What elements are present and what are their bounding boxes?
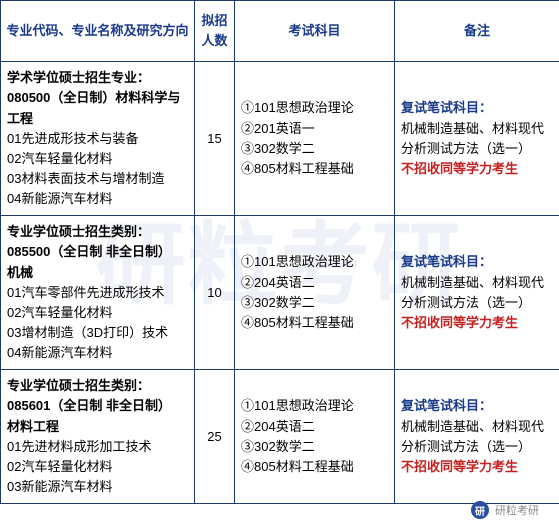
cell-major: 专业学位硕士招生类别：085601（全日制 非全日制）材料工程01先进材料成形加… [1, 370, 195, 504]
cell-note: 复试笔试科目：机械制造基础、材料现代分析测试方法（选一）不招收同等学力考生 [395, 62, 559, 216]
note-title: 复试笔试科目： [401, 396, 553, 416]
exam-item: ④805材料工程基础 [241, 159, 388, 179]
col-header-num: 拟招人数 [195, 1, 235, 62]
exam-item: ①101思想政治理论 [241, 252, 388, 272]
cell-num: 25 [195, 370, 235, 504]
table-row: 专业学位硕士招生类别：085500（全日制 非全日制）机械01汽车零部件先进成形… [1, 216, 559, 370]
major-sub: 02汽车轻量化材料 [7, 149, 188, 169]
major-code: 机械 [7, 263, 188, 283]
note-title: 复试笔试科目： [401, 252, 553, 272]
cell-major: 学术学位硕士招生专业：080500（全日制）材料科学与工程01先进成形技术与装备… [1, 62, 195, 216]
note-title: 复试笔试科目： [401, 98, 553, 118]
cell-note: 复试笔试科目：机械制造基础、材料现代分析测试方法（选一）不招收同等学力考生 [395, 370, 559, 504]
exam-item: ④805材料工程基础 [241, 457, 388, 477]
exam-item: ③302数学二 [241, 437, 388, 457]
cell-num: 15 [195, 62, 235, 216]
table-row: 专业学位硕士招生类别：085601（全日制 非全日制）材料工程01先进材料成形加… [1, 370, 559, 504]
col-header-note: 备注 [395, 1, 559, 62]
major-sub: 04新能源汽车材料 [7, 343, 188, 363]
note-body: 机械制造基础、材料现代分析测试方法（选一） [401, 417, 553, 457]
major-sub: 03材料表面技术与增材制造 [7, 169, 188, 189]
footer-text: 研粒考研 [495, 502, 539, 518]
major-sub: 01先进材料成形加工技术 [7, 437, 188, 457]
col-header-major: 专业代码、专业名称及研究方向 [1, 1, 195, 62]
major-code: 材料工程 [7, 417, 188, 437]
footer: 研 研粒考研 [471, 501, 539, 519]
exam-item: ②204英语二 [241, 273, 388, 293]
note-restriction: 不招收同等学力考生 [401, 457, 553, 477]
major-sub: 04新能源汽车材料 [7, 189, 188, 209]
cell-exam: ①101思想政治理论②204英语二③302数学二④805材料工程基础 [235, 216, 395, 370]
cell-major: 专业学位硕士招生类别：085500（全日制 非全日制）机械01汽车零部件先进成形… [1, 216, 195, 370]
exam-item: ①101思想政治理论 [241, 396, 388, 416]
admissions-table: 专业代码、专业名称及研究方向 拟招人数 考试科目 备注 学术学位硕士招生专业：0… [0, 0, 559, 504]
exam-item: ③302数学二 [241, 293, 388, 313]
cell-num: 10 [195, 216, 235, 370]
exam-item: ④805材料工程基础 [241, 313, 388, 333]
major-code: 085601（全日制 非全日制） [7, 396, 188, 416]
cell-note: 复试笔试科目：机械制造基础、材料现代分析测试方法（选一）不招收同等学力考生 [395, 216, 559, 370]
major-sub: 03新能源汽车材料 [7, 477, 188, 497]
exam-item: ③302数学二 [241, 139, 388, 159]
major-sub: 02汽车轻量化材料 [7, 457, 188, 477]
major-title: 学术学位硕士招生专业： [7, 68, 188, 88]
cell-exam: ①101思想政治理论②201英语一③302数学二④805材料工程基础 [235, 62, 395, 216]
exam-item: ②204英语二 [241, 417, 388, 437]
col-header-exam: 考试科目 [235, 1, 395, 62]
major-sub: 01汽车零部件先进成形技术 [7, 283, 188, 303]
exam-item: ①101思想政治理论 [241, 98, 388, 118]
note-restriction: 不招收同等学力考生 [401, 313, 553, 333]
note-body: 机械制造基础、材料现代分析测试方法（选一） [401, 119, 553, 159]
note-restriction: 不招收同等学力考生 [401, 159, 553, 179]
note-body: 机械制造基础、材料现代分析测试方法（选一） [401, 273, 553, 313]
table-header-row: 专业代码、专业名称及研究方向 拟招人数 考试科目 备注 [1, 1, 559, 62]
major-title: 专业学位硕士招生类别： [7, 376, 188, 396]
footer-logo-icon: 研 [471, 501, 489, 519]
major-sub: 01先进成形技术与装备 [7, 129, 188, 149]
exam-item: ②201英语一 [241, 119, 388, 139]
major-sub: 02汽车轻量化材料 [7, 303, 188, 323]
table-row: 学术学位硕士招生专业：080500（全日制）材料科学与工程01先进成形技术与装备… [1, 62, 559, 216]
major-sub: 03增材制造（3D打印）技术 [7, 323, 188, 343]
major-code: 085500（全日制 非全日制） [7, 242, 188, 262]
table-body: 学术学位硕士招生专业：080500（全日制）材料科学与工程01先进成形技术与装备… [1, 62, 559, 504]
major-title: 专业学位硕士招生类别： [7, 222, 188, 242]
major-code: 080500（全日制）材料科学与工程 [7, 88, 188, 128]
cell-exam: ①101思想政治理论②204英语二③302数学二④805材料工程基础 [235, 370, 395, 504]
